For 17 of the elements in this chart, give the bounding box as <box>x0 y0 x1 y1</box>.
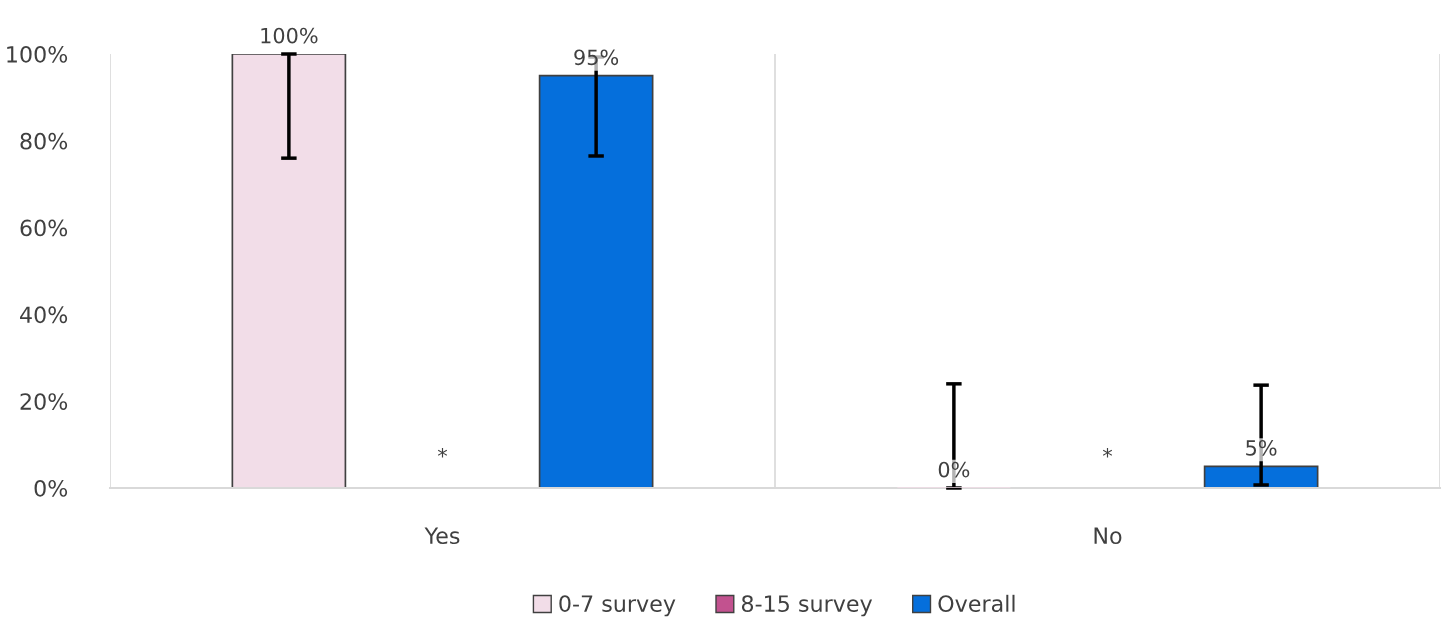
data-label: 5% <box>1246 440 1277 456</box>
x-tick-label: Yes <box>424 527 460 545</box>
y-tick-label: 20% <box>20 393 68 410</box>
annotation: * <box>1102 447 1113 458</box>
legend-label: 0-7 survey <box>559 595 676 617</box>
data-label: 95% <box>574 49 619 66</box>
x-tick-label: No <box>1094 527 1122 545</box>
y-tick-label: 80% <box>20 132 68 150</box>
annotation: * <box>437 447 448 458</box>
y-tick-label: 40% <box>20 306 68 324</box>
y-tick-label: 100% <box>7 45 68 63</box>
y-tick-label: 60% <box>20 219 68 237</box>
y-tick-label: 0% <box>34 479 68 497</box>
data-label: 100% <box>261 27 318 44</box>
legend-label: Overall <box>938 594 1015 612</box>
legend-label: 8-15 survey <box>741 595 873 617</box>
data-label: 0% <box>938 461 970 478</box>
